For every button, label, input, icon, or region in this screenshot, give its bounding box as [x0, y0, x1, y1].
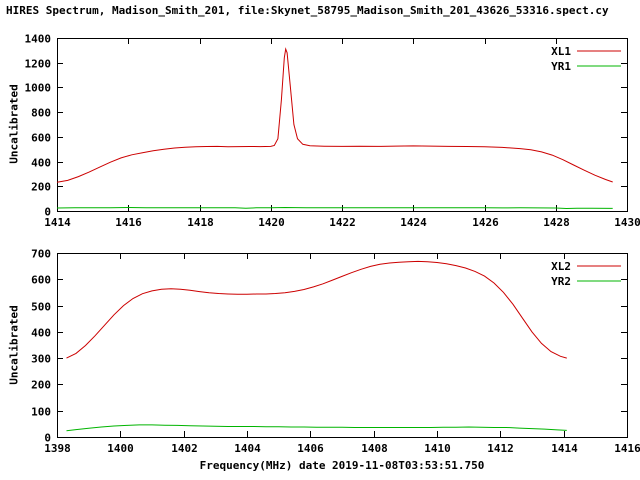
svg-text:1402: 1402 — [171, 442, 198, 455]
svg-text:XL1: XL1 — [551, 45, 571, 58]
xlabel: Frequency(MHz) date 2019-11-08T03:53:51.… — [199, 459, 485, 472]
svg-text:1400: 1400 — [25, 33, 52, 46]
svg-text:1428: 1428 — [543, 216, 570, 229]
svg-text:1414: 1414 — [44, 216, 71, 229]
svg-text:700: 700 — [31, 248, 51, 261]
svg-text:1404: 1404 — [234, 442, 261, 455]
svg-text:1408: 1408 — [361, 442, 388, 455]
svg-text:1398: 1398 — [44, 442, 71, 455]
svg-text:400: 400 — [31, 157, 51, 170]
svg-text:300: 300 — [31, 353, 51, 366]
svg-text:0: 0 — [44, 206, 51, 219]
svg-text:1200: 1200 — [25, 58, 52, 71]
svg-text:YR2: YR2 — [551, 275, 571, 288]
svg-text:1410: 1410 — [424, 442, 451, 455]
svg-text:800: 800 — [31, 107, 51, 120]
svg-text:1000: 1000 — [25, 82, 52, 95]
svg-text:1416: 1416 — [115, 216, 142, 229]
svg-text:1412: 1412 — [487, 442, 514, 455]
svg-text:1416: 1416 — [614, 442, 640, 455]
svg-text:1424: 1424 — [400, 216, 427, 229]
svg-text:600: 600 — [31, 132, 51, 145]
svg-text:400: 400 — [31, 327, 51, 340]
svg-text:1430: 1430 — [614, 216, 640, 229]
svg-text:1418: 1418 — [187, 216, 214, 229]
svg-text:100: 100 — [31, 406, 51, 419]
svg-text:1426: 1426 — [472, 216, 499, 229]
svg-text:1406: 1406 — [297, 442, 324, 455]
svg-text:1422: 1422 — [329, 216, 356, 229]
svg-text:YR1: YR1 — [551, 60, 571, 73]
svg-text:1400: 1400 — [107, 442, 134, 455]
svg-text:600: 600 — [31, 274, 51, 287]
svg-text:200: 200 — [31, 379, 51, 392]
svg-text:500: 500 — [31, 301, 51, 314]
svg-text:0: 0 — [44, 432, 51, 445]
svg-text:XL2: XL2 — [551, 260, 571, 273]
svg-text:1414: 1414 — [551, 442, 578, 455]
svg-text:1420: 1420 — [258, 216, 285, 229]
plot-title: HIRES Spectrum, Madison_Smith_201, file:… — [6, 4, 609, 17]
svg-text:200: 200 — [31, 181, 51, 194]
